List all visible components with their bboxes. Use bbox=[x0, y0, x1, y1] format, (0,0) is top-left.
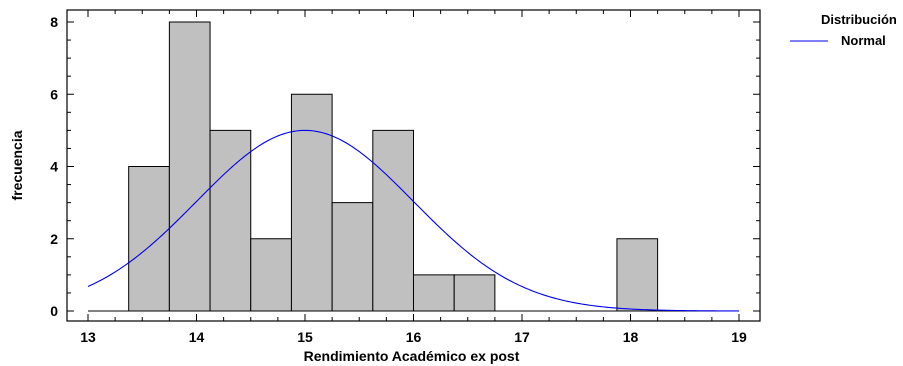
x-axis-title: Rendimiento Académico ex post bbox=[304, 348, 520, 364]
x-tick-label: 19 bbox=[731, 329, 747, 345]
y-axis-ticks: 0 2 4 6 8 bbox=[50, 14, 760, 319]
histogram-bar-1 bbox=[128, 166, 170, 312]
y-tick-label: 2 bbox=[50, 231, 58, 247]
y-axis-title: frecuencia bbox=[9, 130, 25, 200]
histogram-bar-2 bbox=[168, 21, 211, 312]
y-tick-label: 4 bbox=[50, 159, 58, 175]
legend: Distribución Normal bbox=[790, 12, 897, 48]
y-tick-label: 6 bbox=[50, 86, 58, 102]
x-tick-label: 15 bbox=[297, 329, 313, 345]
x-tick-label: 18 bbox=[623, 329, 639, 345]
x-axis-ticks: 13 14 15 16 17 18 19 bbox=[80, 10, 747, 345]
histogram-bar-4 bbox=[250, 238, 292, 312]
normal-curve bbox=[87, 129, 740, 312]
x-tick-label: 16 bbox=[406, 329, 422, 345]
histogram-bar-5 bbox=[290, 93, 333, 312]
y-tick-label: 8 bbox=[50, 14, 58, 30]
histogram-bar-10 bbox=[616, 238, 659, 312]
histogram-bars bbox=[88, 21, 739, 312]
legend-title: Distribución bbox=[821, 12, 897, 27]
histogram-bar-7 bbox=[372, 129, 414, 312]
histogram-bar-9 bbox=[453, 274, 496, 312]
x-tick-label: 14 bbox=[189, 329, 205, 345]
legend-label-normal: Normal bbox=[841, 33, 886, 48]
x-tick-label: 17 bbox=[514, 329, 530, 345]
histogram-bar-3 bbox=[209, 129, 252, 312]
x-tick-label: 13 bbox=[80, 329, 96, 345]
y-tick-label: 0 bbox=[50, 303, 58, 319]
histogram-bar-6 bbox=[331, 202, 374, 312]
histogram-bar-8 bbox=[413, 274, 455, 312]
